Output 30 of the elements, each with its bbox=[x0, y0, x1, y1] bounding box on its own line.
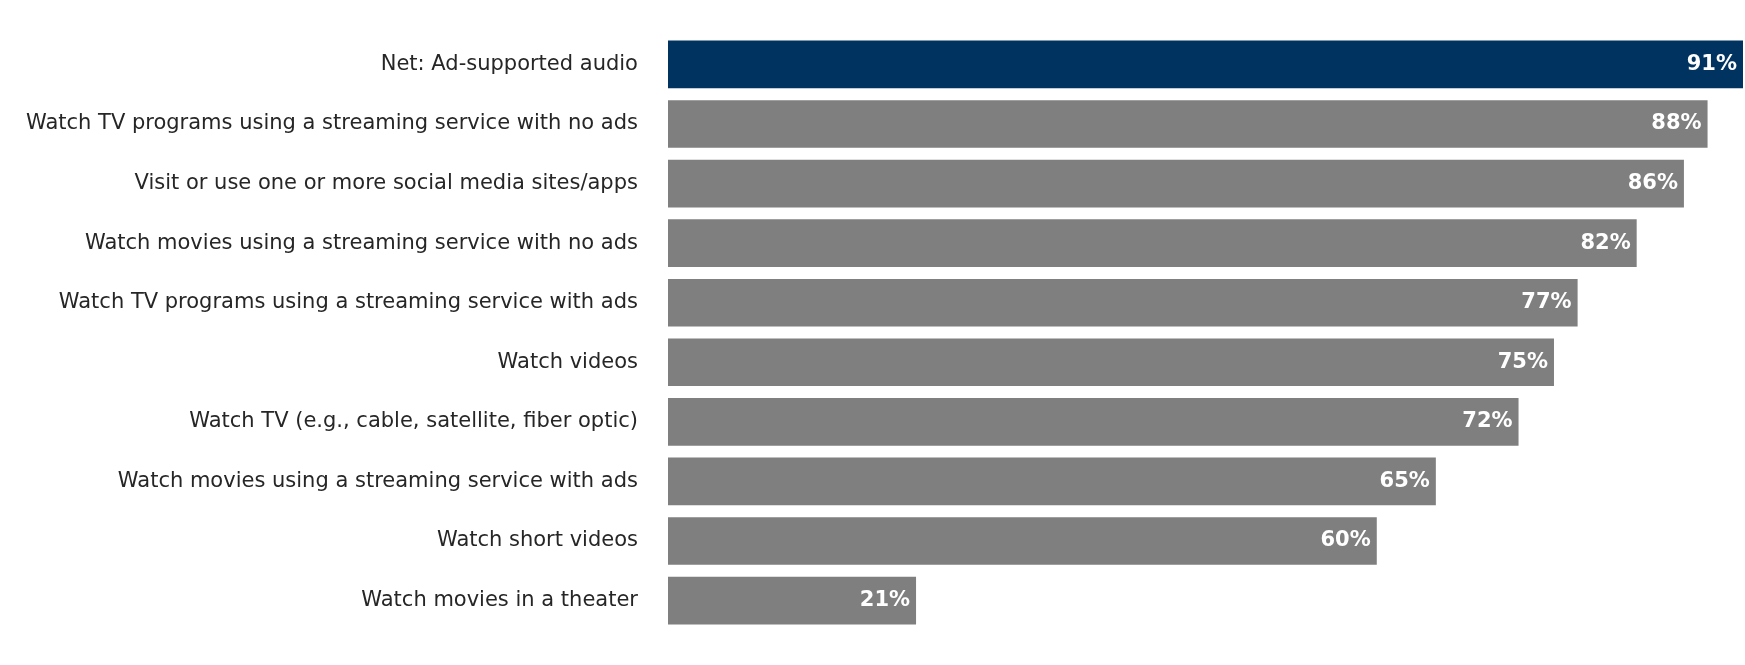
bar bbox=[667, 100, 1708, 148]
data-label: 88% bbox=[1651, 110, 1702, 135]
y-tick-label: Watch movies in a theater bbox=[361, 587, 639, 612]
bar bbox=[667, 278, 1578, 327]
y-tick-label: Watch movies using a streaming service with no ads bbox=[85, 229, 638, 254]
bar bbox=[667, 457, 1436, 506]
data-label: 60% bbox=[1320, 527, 1371, 552]
data-label: 72% bbox=[1462, 408, 1513, 433]
data-label: 86% bbox=[1627, 170, 1678, 194]
y-tick-label: Watch short videos bbox=[436, 527, 638, 552]
bar bbox=[667, 517, 1377, 565]
bar bbox=[667, 40, 1743, 89]
data-label: 77% bbox=[1521, 289, 1572, 314]
y-tick-label: Watch TV (e.g., cable, satellite, fiber optic) bbox=[189, 408, 638, 433]
bar bbox=[667, 219, 1637, 267]
bar bbox=[667, 338, 1554, 387]
y-tick-label: Visit or use one or more social media sites/apps bbox=[134, 170, 638, 194]
data-label: 65% bbox=[1379, 467, 1430, 492]
bar bbox=[667, 576, 917, 625]
y-tick-label: Watch movies using a streaming service with ads bbox=[117, 467, 638, 492]
data-label: 82% bbox=[1580, 229, 1631, 254]
data-label: 75% bbox=[1497, 348, 1548, 373]
y-tick-label: Watch TV programs using a streaming service with no ads bbox=[25, 110, 638, 135]
y-tick-label: Watch TV programs using a streaming service with ads bbox=[58, 289, 638, 314]
y-tick-label: Net: Ad-supported audio bbox=[380, 50, 638, 75]
bar bbox=[667, 159, 1684, 208]
data-label: 21% bbox=[859, 587, 911, 612]
data-label: 91% bbox=[1686, 50, 1737, 75]
bar bbox=[667, 398, 1519, 446]
y-tick-label: Watch videos bbox=[497, 348, 638, 373]
